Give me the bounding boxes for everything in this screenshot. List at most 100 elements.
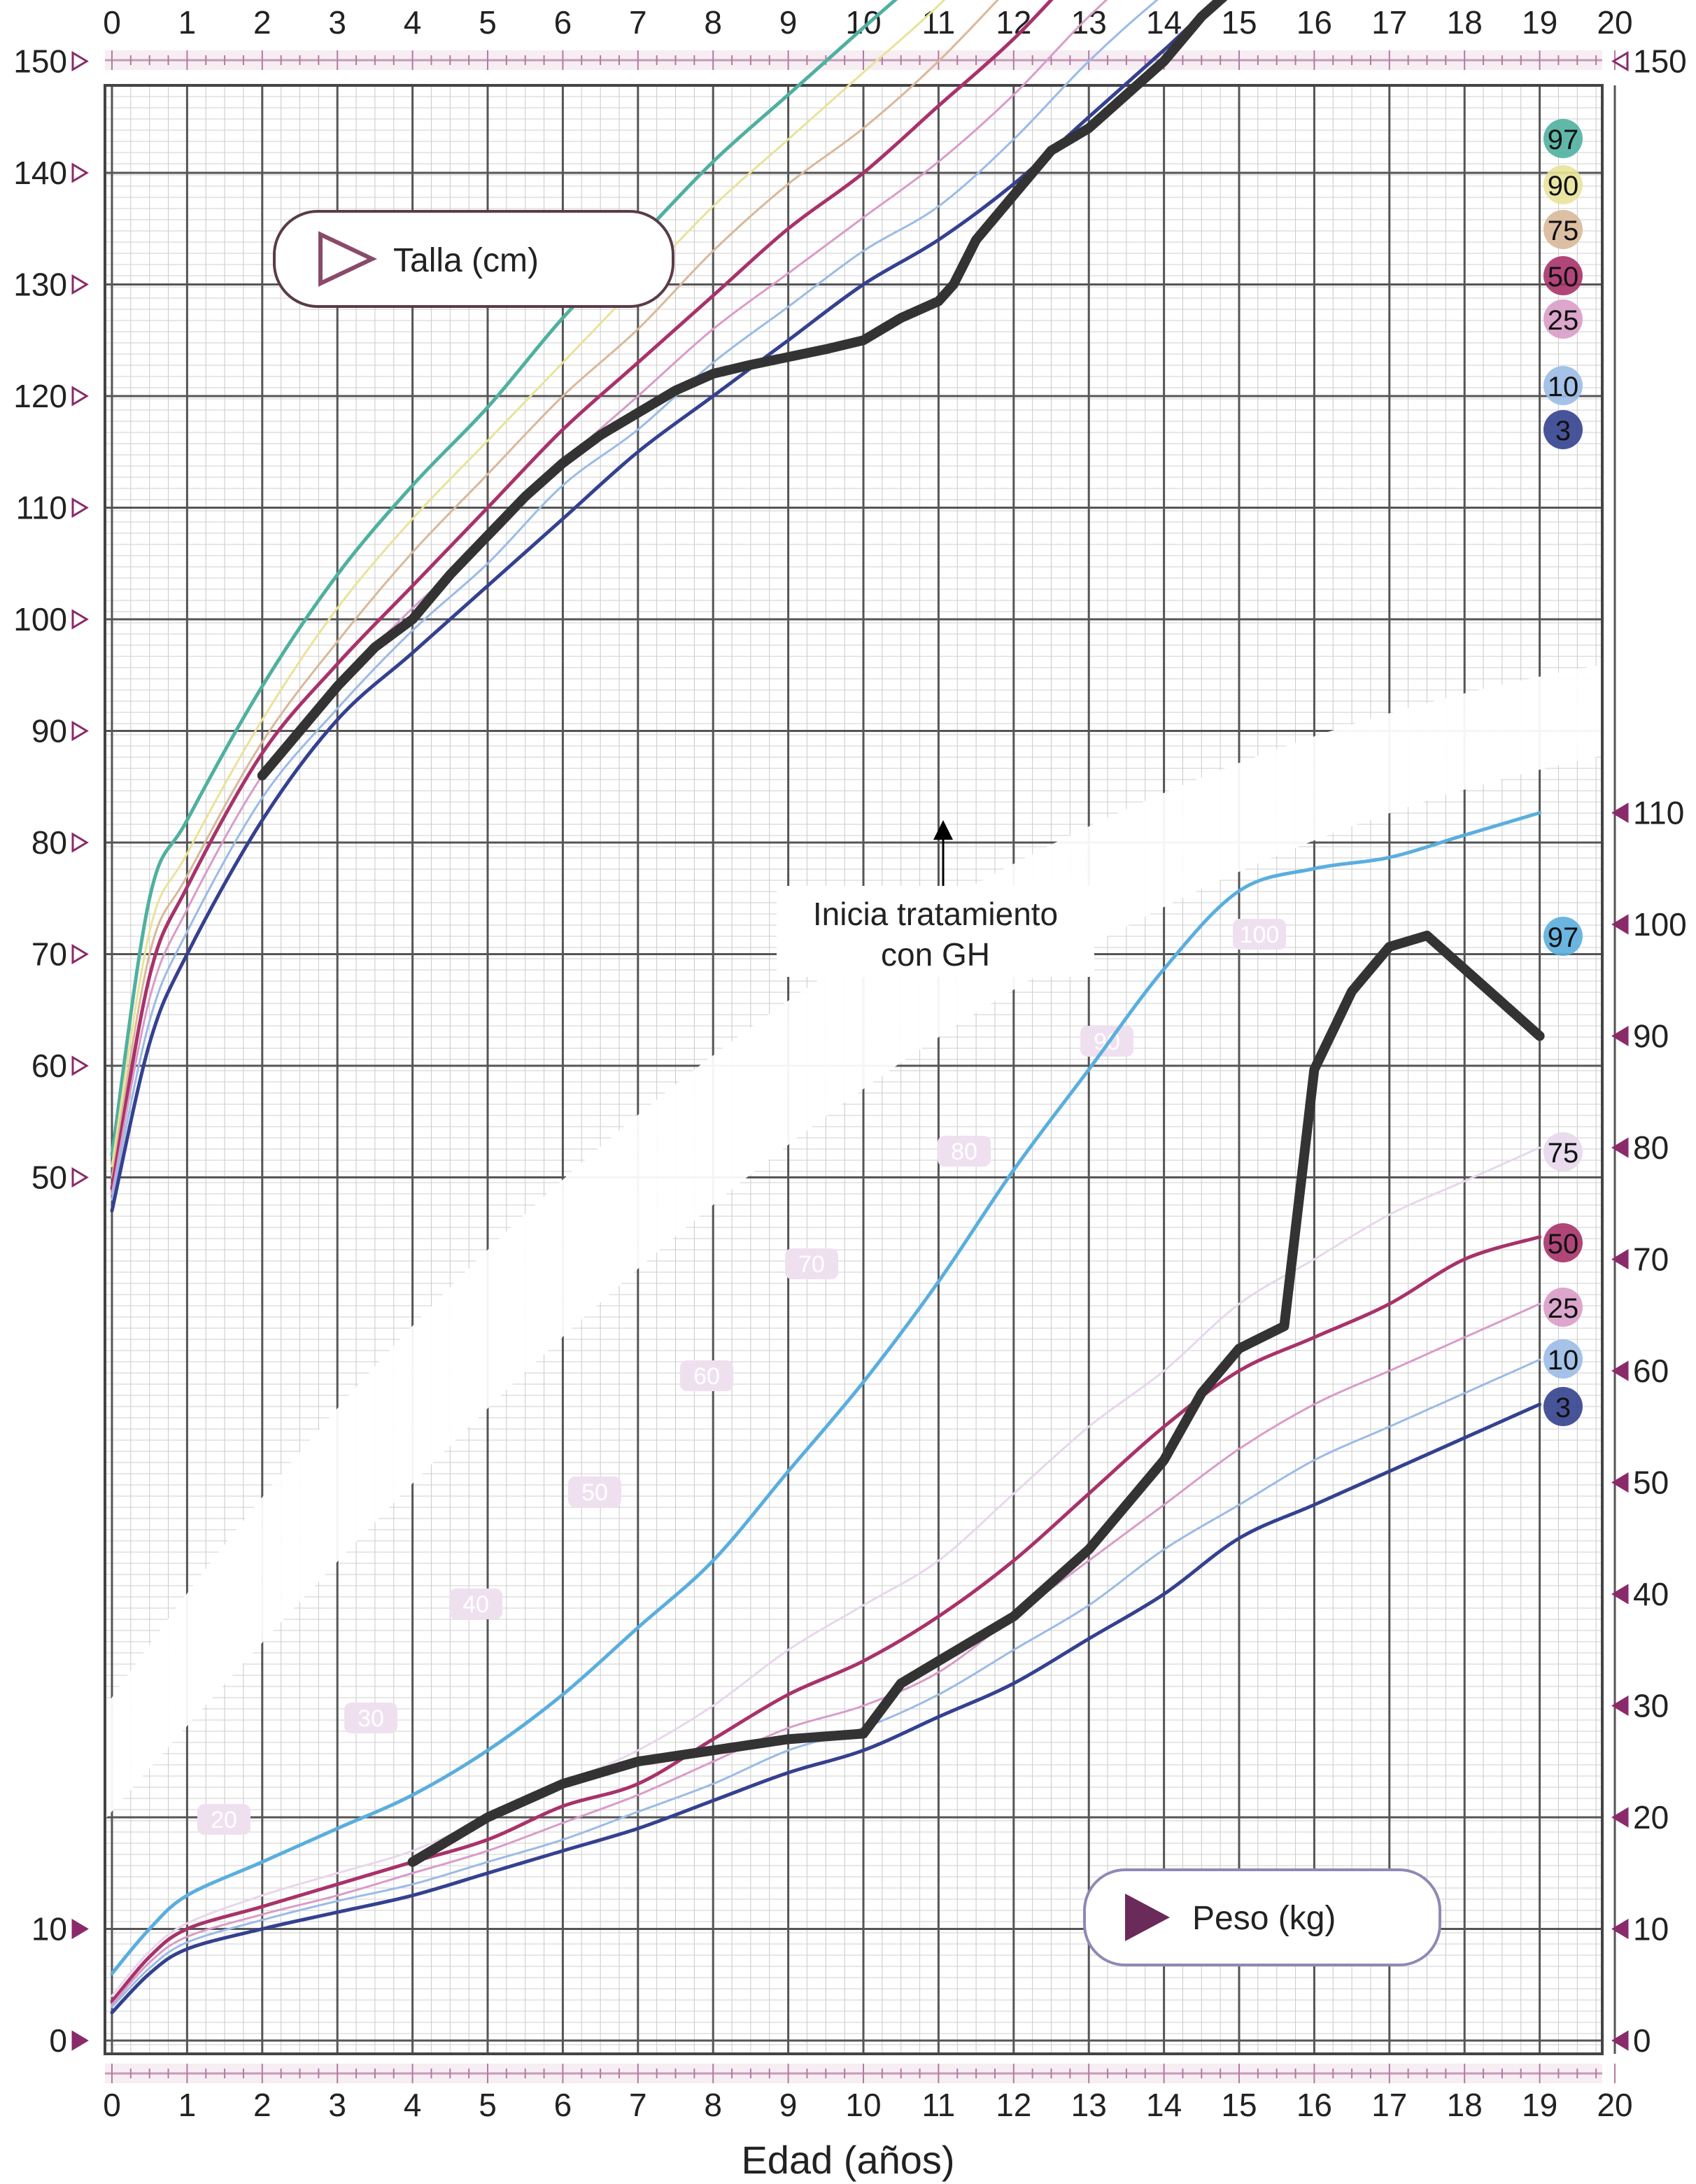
percentile-line-25 [111, 0, 1108, 1195]
x-tick-label: 14 [1146, 2087, 1182, 2123]
percentile-badge [1543, 410, 1583, 449]
y-tick-label: 150 [1633, 43, 1687, 80]
percentile-line-50 [110, 0, 1054, 1190]
percentile-badge [1543, 256, 1583, 295]
percentile-line-97 [110, 0, 898, 1157]
annotation-line1: Inicia tratamiento [813, 896, 1058, 932]
tick-marker-icon [1611, 1918, 1629, 1940]
y-tick-label: 110 [16, 490, 67, 526]
y-tick-label: 110 [1633, 795, 1684, 831]
percentile-line-97 [110, 811, 1542, 1975]
annotation-line2: con GH [881, 936, 990, 973]
percentile-line-75 [111, 0, 999, 1178]
top-age-ruler [105, 50, 1616, 70]
tick-marker-icon [1611, 1025, 1629, 1047]
percentile-badge [1543, 1288, 1583, 1327]
y-tick-label: 100 [1633, 906, 1687, 943]
y-tick-label: 30 [1633, 1688, 1669, 1724]
percentile-badge-label: 10 [1548, 1345, 1579, 1376]
percentile-badge [1543, 210, 1583, 249]
band-label-bg [1080, 1026, 1133, 1057]
x-tick-label: 7 [629, 2087, 647, 2123]
band-label-bg [1233, 919, 1286, 950]
tick-marker-icon [71, 1167, 89, 1188]
y-tick-label: 0 [49, 2022, 67, 2059]
annotation-box [777, 886, 1094, 977]
band-label-bg [449, 1588, 502, 1619]
tick-marker-icon [71, 609, 89, 630]
x-tick-label: 10 [845, 4, 881, 41]
x-tick-label: 2 [253, 4, 271, 41]
y-tick-label: 70 [31, 936, 67, 973]
x-tick-label: 19 [1522, 2087, 1557, 2123]
tick-marker-icon [71, 832, 89, 853]
plot-frame [104, 84, 1604, 2055]
x-tick-label: 13 [1071, 2087, 1107, 2123]
x-tick-label: 0 [103, 4, 121, 41]
x-tick-label: 11 [922, 2087, 956, 2123]
y-tick-label: 130 [13, 267, 67, 303]
percentile-badge-label: 10 [1548, 372, 1579, 402]
height-percentile-series [110, 0, 1228, 1213]
tick-marker-icon [71, 720, 89, 742]
percentile-badge [1543, 366, 1583, 405]
y-tick-label: 140 [13, 155, 67, 191]
y-tick-label: 60 [31, 1048, 67, 1084]
band-label: 30 [358, 1705, 384, 1732]
height-panel-label: Talla (cm) [273, 210, 674, 308]
y-tick-label: 50 [1633, 1465, 1669, 1501]
x-tick-label: 17 [1371, 2087, 1407, 2123]
tick-marker-icon [1611, 914, 1629, 935]
percentile-badge [1543, 1223, 1583, 1262]
x-tick-label: 10 [845, 2087, 881, 2123]
x-tick-label: 15 [1221, 4, 1257, 41]
percentile-line-10 [111, 1358, 1541, 2008]
band-label-bg [344, 1703, 397, 1733]
y-tick-label: 40 [1633, 1576, 1669, 1612]
x-tick-label: 11 [922, 4, 956, 41]
percentile-line-50 [110, 1235, 1542, 2003]
x-tick-label: 13 [1071, 4, 1107, 41]
x-tick-label: 6 [554, 2087, 572, 2123]
percentile-badge-label: 75 [1548, 1138, 1579, 1169]
percentile-badge [1543, 1387, 1583, 1426]
x-tick-label: 5 [479, 2087, 497, 2123]
x-tick-label: 18 [1447, 2087, 1483, 2123]
x-tick-labels-bottom: 0 1 2 3 4 5 6 7 8 9 10 11 12 13 14 15 16 17 18 19 20 [103, 2087, 1632, 2123]
percentile-badge-label: 90 [1548, 171, 1579, 202]
x-tick-label: 4 [404, 2087, 422, 2123]
x-axis-label: Edad (años) [741, 2138, 954, 2182]
weight-panel-label-text: Peso (kg) [1192, 1900, 1336, 1937]
x-tick-label: 1 [178, 4, 197, 41]
panel-separator-band [105, 665, 1602, 1819]
x-tick-label: 5 [479, 4, 497, 41]
band-label: 20 [211, 1807, 237, 1833]
percentile-badge [1543, 917, 1583, 956]
percentile-badge-label: 50 [1548, 262, 1579, 293]
percentile-badge-label: 3 [1555, 416, 1571, 446]
x-tick-label: 9 [779, 4, 798, 41]
percentile-badge [1543, 1132, 1583, 1171]
weight-percentile-series [110, 811, 1545, 2015]
x-tick-label: 15 [1221, 2087, 1257, 2123]
tick-marker-icon [1611, 50, 1629, 72]
height-panel-label-text: Talla (cm) [393, 242, 539, 279]
x-tick-label: 8 [704, 4, 722, 41]
band-label: 40 [462, 1591, 489, 1618]
triangle-outline-icon [318, 231, 378, 287]
x-tick-label: 14 [1146, 4, 1182, 41]
percentile-badges: 97 90 75 50 25 10 3 97 75 50 25 10 3 [1543, 119, 1583, 1426]
arrow-up-icon [933, 820, 953, 840]
tick-marker-icon [1611, 1584, 1629, 1605]
triangle-filled-icon [1125, 1894, 1170, 1941]
x-tick-label: 1 [178, 2087, 197, 2123]
x-tick-label: 7 [629, 4, 647, 41]
percentile-badge [1543, 165, 1583, 204]
y-tick-label: 70 [1633, 1241, 1669, 1278]
y-tick-label: 10 [1633, 1911, 1669, 1947]
x-tick-label: 20 [1597, 2087, 1632, 2123]
percentile-badge [1543, 1339, 1583, 1379]
percentile-badge-label: 25 [1548, 1293, 1579, 1324]
